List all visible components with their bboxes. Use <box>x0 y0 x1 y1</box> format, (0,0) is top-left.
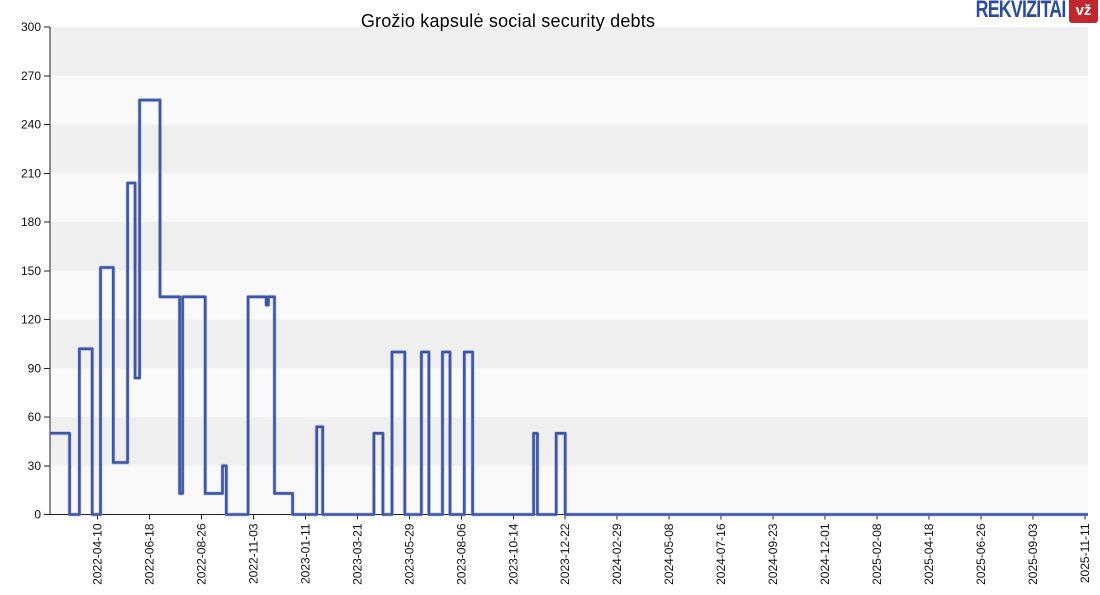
vz-badge-icon: vž <box>1069 0 1098 23</box>
x-axis-label: 2024-09-23 <box>766 523 780 585</box>
y-axis-label: 60 <box>28 410 42 424</box>
x-axis-label: 2024-05-08 <box>662 523 676 585</box>
x-axis-label: 2022-06-18 <box>142 523 156 585</box>
x-axis-label: 2022-11-03 <box>246 523 260 584</box>
x-axis-label: 2024-07-16 <box>714 523 728 585</box>
rekvizitai-wordmark: REKVIZITAI <box>976 0 1067 23</box>
x-axis-label: 2023-03-21 <box>350 523 364 585</box>
x-axis-label: 2025-11-11 <box>1078 523 1092 583</box>
x-axis-label: 2025-02-08 <box>870 523 884 585</box>
x-axis-label: 2025-06-26 <box>974 523 988 585</box>
x-axis-label: 2025-04-18 <box>922 523 936 585</box>
grid-band <box>50 222 1088 271</box>
grid-band <box>50 124 1088 174</box>
grid-band <box>50 417 1088 466</box>
y-axis-label: 210 <box>21 166 41 180</box>
x-axis-label: 2024-02-29 <box>610 523 624 585</box>
x-axis-label: 2024-12-01 <box>818 523 832 585</box>
x-axis-label: 2023-05-29 <box>402 523 416 585</box>
y-axis-label: 150 <box>21 264 41 278</box>
y-axis-label: 120 <box>21 313 41 327</box>
y-axis-label: 30 <box>28 459 42 473</box>
rekvizitai-logo[interactable]: REKVIZITAI vž <box>944 0 1098 24</box>
x-axis-label: 2023-01-11 <box>298 523 312 584</box>
x-axis-label: 2022-08-26 <box>194 523 208 585</box>
x-axis-label: 2023-10-14 <box>506 523 520 585</box>
x-axis-label: 2025-09-03 <box>1026 523 1040 585</box>
y-axis-label: 180 <box>21 215 41 229</box>
grid-band <box>50 27 1088 76</box>
y-axis-label: 300 <box>21 20 41 34</box>
grid-band <box>50 319 1088 369</box>
y-axis-label: 270 <box>21 69 41 83</box>
x-axis-label: 2022-04-10 <box>90 523 104 585</box>
x-axis-label: 2023-08-06 <box>454 523 468 585</box>
chart-title: Grožio kapsulė social security debts <box>360 11 656 31</box>
x-axis-label: 2023-12-22 <box>558 523 572 585</box>
y-axis-label: 90 <box>28 361 42 375</box>
y-axis-label: 0 <box>34 508 41 522</box>
y-axis-label: 240 <box>21 118 41 132</box>
debt-line-series <box>50 98 1088 516</box>
